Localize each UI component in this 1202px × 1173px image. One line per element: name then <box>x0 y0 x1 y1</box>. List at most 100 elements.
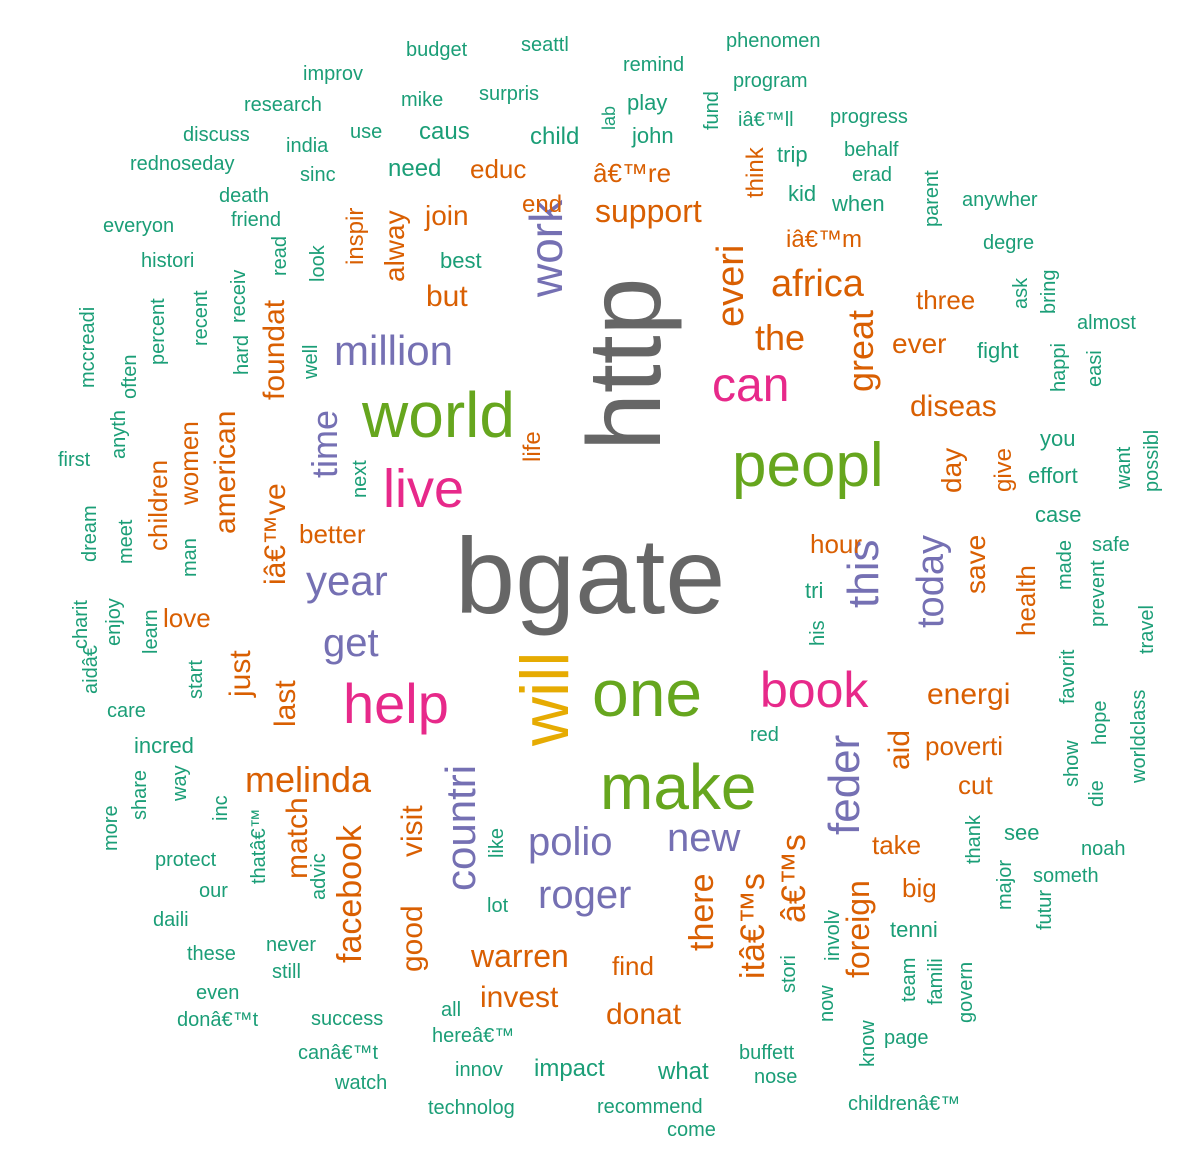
word-139: prevent <box>1087 560 1109 627</box>
word-89: child <box>530 123 580 150</box>
word-163: thank <box>963 815 985 864</box>
word-102: kid <box>788 181 817 206</box>
word-16: time <box>304 409 345 478</box>
word-71: think <box>742 147 769 198</box>
word-157: share <box>129 769 151 820</box>
word-110: read <box>269 235 291 276</box>
word-115: bring <box>1038 269 1060 314</box>
word-20: polio <box>528 820 613 864</box>
word-138: safe <box>1092 534 1130 556</box>
word-197: childrenâ€™ <box>848 1093 961 1115</box>
word-145: travel <box>1136 605 1158 654</box>
word-98: trip <box>777 142 808 167</box>
word-105: anywher <box>962 189 1038 211</box>
word-2: http <box>567 277 683 451</box>
word-85: fund <box>701 91 723 130</box>
word-3: will <box>507 651 583 746</box>
word-199: recommend <box>597 1096 703 1118</box>
word-32: inspir <box>342 207 369 265</box>
word-187: hereâ€™ <box>432 1025 515 1047</box>
word-34: iâ€™ve <box>259 483 292 585</box>
word-172: daili <box>153 909 189 931</box>
word-129: possibl <box>1141 429 1163 492</box>
word-57: â€™s <box>775 834 813 923</box>
word-120: well <box>300 344 322 379</box>
word-117: recent <box>190 290 212 346</box>
word-26: the <box>755 317 806 358</box>
word-81: research <box>244 94 322 116</box>
word-112: best <box>440 248 482 273</box>
word-58: foreign <box>840 880 876 978</box>
word-79: remind <box>623 54 685 76</box>
word-29: join <box>425 200 469 231</box>
word-167: like <box>486 827 508 858</box>
word-126: you <box>1040 426 1076 451</box>
word-75: budget <box>406 39 468 61</box>
word-154: show <box>1061 740 1083 787</box>
word-194: what <box>658 1058 709 1085</box>
word-66: children <box>143 459 173 551</box>
word-109: histori <box>141 250 195 272</box>
word-61: visit <box>396 805 429 857</box>
word-124: often <box>119 354 141 399</box>
word-134: dream <box>79 505 101 562</box>
word-22: roger <box>538 873 632 917</box>
word-48: cut <box>958 770 993 800</box>
word-21: new <box>667 816 741 860</box>
word-88: caus <box>419 118 470 145</box>
word-131: anyth <box>108 410 130 459</box>
word-123: mccreadi <box>77 306 99 388</box>
word-90: lab <box>599 105 619 130</box>
word-84: play <box>627 90 668 115</box>
word-36: melinda <box>245 759 372 800</box>
word-118: percent <box>147 298 169 365</box>
word-56: itâ€™s <box>734 873 772 979</box>
word-142: enjoy <box>103 598 125 646</box>
word-27: great <box>840 309 881 392</box>
word-161: noah <box>1081 838 1126 860</box>
word-43: three <box>916 285 976 315</box>
word-55: there <box>683 873 721 952</box>
word-156: way <box>169 765 191 801</box>
word-183: stori <box>778 955 800 993</box>
word-185: donâ€™t <box>177 1009 259 1031</box>
word-108: degre <box>983 232 1035 254</box>
word-133: case <box>1035 502 1082 527</box>
word-186: success <box>311 1008 384 1030</box>
word-18: today <box>910 535 952 628</box>
word-4: world <box>362 379 515 451</box>
word-12: million <box>334 327 454 374</box>
word-64: better <box>299 519 366 549</box>
word-166: advic <box>308 853 330 900</box>
word-155: die <box>1086 780 1108 807</box>
word-86: discuss <box>183 124 250 146</box>
word-14: year <box>306 557 388 604</box>
word-125: fight <box>977 338 1019 363</box>
word-103: when <box>832 191 885 216</box>
word-169: involv <box>822 909 844 961</box>
word-78: improv <box>303 63 364 85</box>
word-195: nose <box>754 1066 798 1088</box>
word-97: need <box>388 155 442 182</box>
word-177: still <box>272 961 301 983</box>
word-171: someth <box>1033 865 1099 887</box>
word-39: energi <box>927 678 1011 711</box>
word-72: iâ€™m <box>786 226 863 253</box>
word-127: effort <box>1028 463 1078 488</box>
word-146: favorit <box>1057 649 1079 704</box>
word-100: erad <box>852 164 893 186</box>
word-9: can <box>712 359 790 412</box>
word-69: educ <box>470 154 527 184</box>
word-152: red <box>750 724 779 746</box>
word-37: just <box>224 650 257 697</box>
word-87: use <box>350 121 383 143</box>
word-173: tenni <box>890 917 938 942</box>
word-99: behalf <box>844 139 899 161</box>
word-151: worldclass <box>1128 689 1150 783</box>
word-60: good <box>396 905 429 972</box>
word-94: india <box>286 135 329 157</box>
word-189: page <box>884 1027 929 1049</box>
word-49: take <box>872 830 922 860</box>
word-92: iâ€™ll <box>738 109 794 131</box>
word-104: parent <box>921 170 943 227</box>
